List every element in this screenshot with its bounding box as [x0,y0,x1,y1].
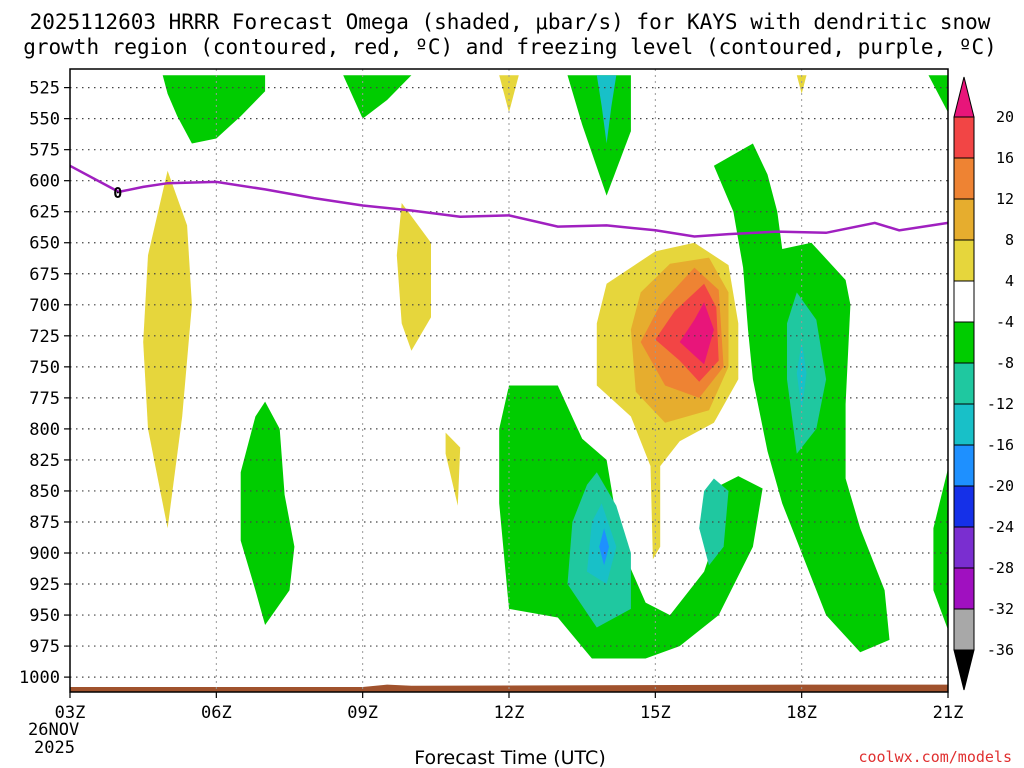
chart-title-line-1: 2025112603 HRRR Forecast Omega (shaded, … [30,10,991,34]
plot-area: 0 [69,68,949,693]
colorbar-label--4: -4 [996,313,1014,331]
x-axis-label: Forecast Time (UTC) [414,747,605,768]
x-tick-label-21Z: 21Z [933,703,964,723]
y-tick-label-650: 650 [29,234,60,254]
y-tick-label-825: 825 [29,451,60,471]
omega-region-cyan-top-14z [596,75,617,144]
freezing-level-label: 0 [113,184,122,202]
x-tick-label-09Z: 09Z [347,703,378,723]
omega-region-green-07z [240,401,295,625]
y-tick-label-800: 800 [29,420,60,440]
colorbar-top-arrow [953,76,975,118]
omega-shading [70,75,948,692]
freezing-level: 0 [69,164,949,238]
omega-region-green-12z-base [499,385,763,659]
colorbar-label--32: -32 [987,600,1014,618]
y-tick-label-1000: 1000 [19,668,60,688]
grid [70,69,948,692]
colorbar-bin--24--20 [953,485,975,528]
y-tick-label-700: 700 [29,296,60,316]
colorbar-bin--12--8 [953,362,975,405]
omega-region-yellow-top-18z [796,75,807,94]
omega-region-yellow-09z [396,203,431,351]
x-date-day: 26NOV [28,720,79,740]
colorbar-bin-8-12 [953,198,975,241]
omega-region-green-top-14z [567,75,631,196]
y-tick-label-600: 600 [29,172,60,192]
colorbar-label-8: 8 [1005,231,1014,249]
credit-text: coolwx.com/models [858,748,1012,766]
y-tick-label-750: 750 [29,358,60,378]
y-tick-label-625: 625 [29,203,60,223]
omega-region-yellow-left-05z [143,170,192,529]
y-tick-label-550: 550 [29,110,60,130]
freezing-level-line [69,164,949,238]
colorbar-bin--32--28 [953,567,975,610]
omega-region-teal-18z [787,292,827,454]
colorbar-label--24: -24 [987,518,1014,536]
omega-region-yellow-11z [445,432,461,506]
colorbar-bin-12-16 [953,157,975,200]
omega-region-green-top-b [343,75,412,119]
colorbar-label--36: -36 [987,641,1014,659]
x-tick-label-12Z: 12Z [494,703,525,723]
omega-region-green-21z-right [933,468,948,630]
y-tick-label-950: 950 [29,606,60,626]
colorbar-label-16: 16 [996,149,1014,167]
y-tick-label-925: 925 [29,575,60,595]
x-tick-label-18Z: 18Z [786,703,817,723]
y-tick-label-850: 850 [29,482,60,502]
y-tick-label-900: 900 [29,544,60,564]
colorbar-bin-16-20 [953,116,975,159]
chart-title-line-2: growth region (contoured, red, ºC) and f… [23,35,997,59]
x-tick-label-03Z: 03Z [55,703,86,723]
colorbar-bin-4-8 [953,239,975,282]
colorbar-bin--28--24 [953,526,975,569]
colorbar-bin--8--4 [953,321,975,364]
x-axis-ticks: 03Z 06Z 09Z 12Z 15Z 18Z 21Z [55,692,964,723]
omega-region-green-top-21z [928,75,948,113]
colorbar-bin--4-4 [953,280,975,323]
omega-region-green-top-a [162,75,266,144]
colorbar: 20 16 12 8 4 -4 -8 -12 -16 -20 -24 -28 -32 -36 [953,76,1014,691]
colorbar-label-4: 4 [1005,272,1014,290]
colorbar-label-20: 20 [996,108,1014,126]
omega-region-magenta-15z [679,302,714,365]
colorbar-label--20: -20 [987,477,1014,495]
colorbar-bin--20--16 [953,444,975,487]
y-tick-label-575: 575 [29,141,60,161]
colorbar-bin--16--12 [953,403,975,446]
y-tick-label-875: 875 [29,513,60,533]
colorbar-label--28: -28 [987,559,1014,577]
y-tick-label-775: 775 [29,389,60,409]
colorbar-label--16: -16 [987,436,1014,454]
x-tick-label-06Z: 06Z [201,703,232,723]
y-tick-label-525: 525 [29,79,60,99]
colorbar-label--8: -8 [996,354,1014,372]
x-date-year: 2025 [34,738,75,758]
colorbar-bin--36--32 [953,608,975,651]
colorbar-label--12: -12 [987,395,1014,413]
x-tick-label-15Z: 15Z [640,703,671,723]
y-axis-ticks: 525 550 575 600 625 650 675 700 725 750 775 800 825 8… [19,79,70,688]
y-tick-label-725: 725 [29,327,60,347]
omega-region-teal-16z [699,478,729,566]
omega-region-blue-14z [599,528,609,566]
colorbar-label-12: 12 [996,190,1014,208]
colorbar-bottom-arrow [953,649,975,691]
y-tick-label-675: 675 [29,265,60,285]
y-tick-label-975: 975 [29,637,60,657]
